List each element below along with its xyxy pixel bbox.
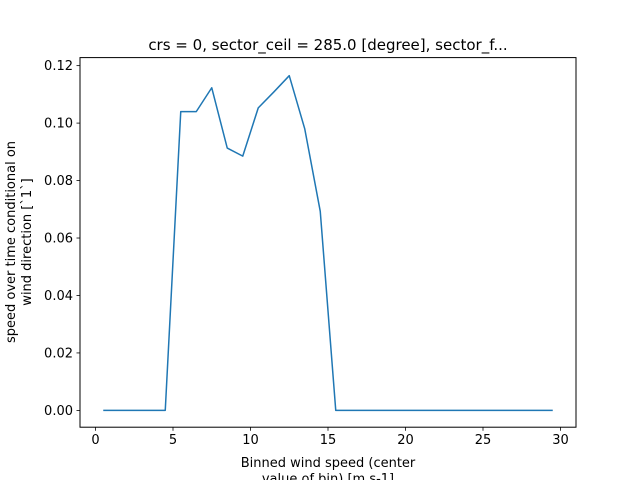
y-axis-label-line-1: speed over time conditional on — [4, 141, 19, 343]
y-axis-ticks: 0.00 0.02 0.04 0.06 0.08 0.10 0.12 — [44, 59, 80, 419]
y-tick-label: 0.12 — [44, 59, 73, 74]
x-axis-ticks: 0 5 10 15 20 25 30 — [91, 427, 569, 448]
y-tick-label: 0.08 — [44, 174, 73, 189]
y-tick-label: 0.06 — [44, 232, 73, 247]
y-tick-label: 0.04 — [44, 289, 73, 304]
x-axis-label-line-2: value of bin) [m s-1] — [262, 472, 394, 480]
x-tick-label: 5 — [169, 433, 177, 448]
y-axis-label-line-2: wind direction [`1`] — [20, 178, 35, 305]
y-tick-label: 0.10 — [44, 117, 73, 132]
x-tick-label: 25 — [475, 433, 492, 448]
x-axis-label-line-1: Binned wind speed (center — [241, 456, 416, 471]
plot-lines — [103, 74, 553, 412]
x-tick-label: 20 — [397, 433, 414, 448]
x-tick-label: 10 — [242, 433, 259, 448]
x-tick-label: 15 — [320, 433, 337, 448]
chart-title: crs = 0, sector_ceil = 285.0 [degree], s… — [148, 36, 507, 55]
x-tick-label: 30 — [552, 433, 569, 448]
y-tick-label: 0.00 — [44, 404, 73, 419]
plot-frame — [79, 57, 577, 428]
y-tick-label: 0.02 — [44, 346, 73, 361]
series-line — [103, 74, 553, 412]
x-tick-label: 0 — [91, 433, 99, 448]
